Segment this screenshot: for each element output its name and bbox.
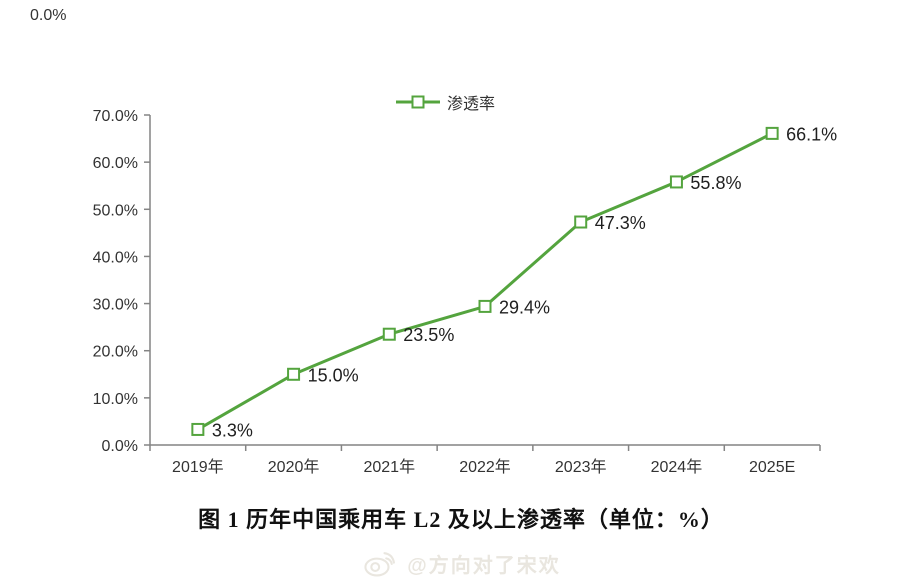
watermark-text: @方向对了宋欢 [407, 554, 561, 577]
svg-text:2019年: 2019年 [172, 458, 224, 476]
svg-text:3.3%: 3.3% [212, 420, 253, 440]
svg-text:2021年: 2021年 [363, 458, 415, 476]
svg-text:20.0%: 20.0% [93, 344, 138, 361]
weibo-icon [364, 552, 396, 577]
legend-label: 渗透率 [447, 96, 496, 113]
legend-line-marker-icon [396, 95, 440, 109]
svg-text:23.5%: 23.5% [403, 325, 454, 345]
svg-text:2022年: 2022年 [459, 458, 511, 476]
svg-text:0.0%: 0.0% [102, 438, 138, 455]
svg-text:10.0%: 10.0% [93, 391, 138, 408]
figure-caption: 图 1 历年中国乘用车 L2 及以上渗透率（单位：%） [198, 507, 724, 532]
svg-text:47.3%: 47.3% [595, 213, 646, 233]
svg-text:29.4%: 29.4% [499, 297, 550, 317]
svg-text:2025E: 2025E [749, 459, 795, 476]
svg-text:70.0%: 70.0% [93, 108, 138, 125]
svg-text:2023年: 2023年 [555, 458, 607, 476]
svg-text:2024年: 2024年 [651, 458, 703, 476]
watermark: @方向对了宋欢 [0, 548, 922, 578]
svg-text:60.0%: 60.0% [93, 155, 138, 172]
svg-text:2020年: 2020年 [268, 458, 320, 476]
svg-text:40.0%: 40.0% [93, 249, 138, 266]
svg-text:55.8%: 55.8% [690, 173, 741, 193]
svg-text:30.0%: 30.0% [93, 297, 138, 314]
svg-text:66.1%: 66.1% [786, 124, 837, 144]
svg-text:15.0%: 15.0% [308, 365, 359, 385]
stray-axis-label: 0.0% [30, 7, 67, 24]
svg-text:50.0%: 50.0% [93, 202, 138, 219]
legend: 渗透率 [396, 90, 495, 114]
